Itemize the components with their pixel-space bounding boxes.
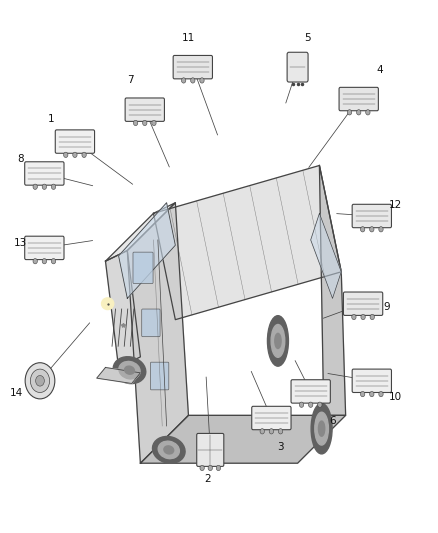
- Circle shape: [35, 375, 44, 386]
- FancyBboxPatch shape: [25, 162, 64, 185]
- FancyBboxPatch shape: [339, 87, 378, 111]
- Circle shape: [260, 429, 265, 434]
- Circle shape: [64, 152, 68, 158]
- Circle shape: [360, 227, 365, 232]
- Ellipse shape: [158, 441, 180, 459]
- Circle shape: [191, 78, 195, 83]
- Circle shape: [216, 465, 221, 471]
- FancyBboxPatch shape: [150, 362, 169, 390]
- Circle shape: [299, 402, 304, 407]
- FancyBboxPatch shape: [352, 204, 392, 228]
- Text: 13: 13: [14, 238, 27, 248]
- Circle shape: [73, 152, 77, 158]
- Circle shape: [208, 465, 212, 471]
- Ellipse shape: [119, 361, 140, 379]
- Circle shape: [200, 78, 204, 83]
- Ellipse shape: [271, 325, 285, 357]
- Circle shape: [51, 259, 56, 264]
- Circle shape: [370, 391, 374, 397]
- Circle shape: [366, 110, 370, 115]
- Polygon shape: [141, 415, 346, 463]
- Text: 1: 1: [48, 115, 54, 124]
- Circle shape: [379, 227, 383, 232]
- Circle shape: [269, 429, 274, 434]
- Circle shape: [379, 391, 383, 397]
- Polygon shape: [97, 368, 141, 383]
- Polygon shape: [311, 213, 341, 298]
- Polygon shape: [127, 203, 188, 463]
- Ellipse shape: [268, 316, 288, 366]
- Ellipse shape: [124, 366, 134, 374]
- FancyBboxPatch shape: [55, 130, 95, 154]
- Circle shape: [33, 259, 37, 264]
- Circle shape: [181, 78, 186, 83]
- Circle shape: [370, 314, 374, 320]
- Polygon shape: [106, 251, 141, 368]
- Circle shape: [308, 402, 313, 407]
- Text: 10: 10: [389, 392, 403, 402]
- FancyBboxPatch shape: [142, 309, 160, 337]
- Circle shape: [51, 184, 56, 189]
- Circle shape: [42, 259, 46, 264]
- FancyBboxPatch shape: [343, 292, 383, 316]
- Polygon shape: [319, 165, 346, 415]
- Circle shape: [361, 314, 365, 320]
- Text: 4: 4: [376, 65, 383, 75]
- Circle shape: [279, 429, 283, 434]
- Circle shape: [25, 363, 55, 399]
- Circle shape: [33, 184, 37, 189]
- Text: 11: 11: [181, 33, 194, 43]
- FancyBboxPatch shape: [197, 433, 224, 466]
- Circle shape: [82, 152, 86, 158]
- Circle shape: [134, 120, 138, 126]
- Ellipse shape: [164, 446, 174, 454]
- Circle shape: [370, 227, 374, 232]
- FancyBboxPatch shape: [352, 369, 392, 392]
- Polygon shape: [119, 203, 175, 298]
- FancyBboxPatch shape: [287, 52, 308, 82]
- Polygon shape: [153, 165, 341, 320]
- Ellipse shape: [102, 298, 114, 310]
- Circle shape: [42, 184, 46, 189]
- Circle shape: [347, 110, 352, 115]
- Text: 12: 12: [389, 200, 403, 210]
- Circle shape: [360, 391, 365, 397]
- Circle shape: [200, 465, 204, 471]
- FancyBboxPatch shape: [125, 98, 164, 122]
- Ellipse shape: [113, 357, 146, 384]
- Circle shape: [352, 314, 356, 320]
- Text: 9: 9: [384, 303, 390, 312]
- Ellipse shape: [318, 421, 325, 436]
- Text: 7: 7: [127, 76, 134, 85]
- Polygon shape: [106, 203, 175, 261]
- Ellipse shape: [315, 412, 328, 445]
- Circle shape: [143, 120, 147, 126]
- Circle shape: [30, 369, 49, 392]
- Text: 6: 6: [330, 416, 336, 426]
- Text: 5: 5: [304, 33, 311, 43]
- Text: 2: 2: [204, 474, 211, 484]
- FancyBboxPatch shape: [252, 406, 291, 430]
- Ellipse shape: [152, 437, 185, 463]
- Ellipse shape: [311, 403, 332, 454]
- Circle shape: [357, 110, 361, 115]
- FancyBboxPatch shape: [25, 236, 64, 260]
- Text: 14: 14: [9, 389, 23, 398]
- Text: 3: 3: [278, 442, 284, 452]
- Ellipse shape: [275, 333, 281, 349]
- Circle shape: [318, 402, 322, 407]
- FancyBboxPatch shape: [133, 252, 153, 284]
- Text: 8: 8: [17, 154, 24, 164]
- FancyBboxPatch shape: [291, 379, 330, 403]
- FancyBboxPatch shape: [173, 55, 212, 79]
- Circle shape: [152, 120, 156, 126]
